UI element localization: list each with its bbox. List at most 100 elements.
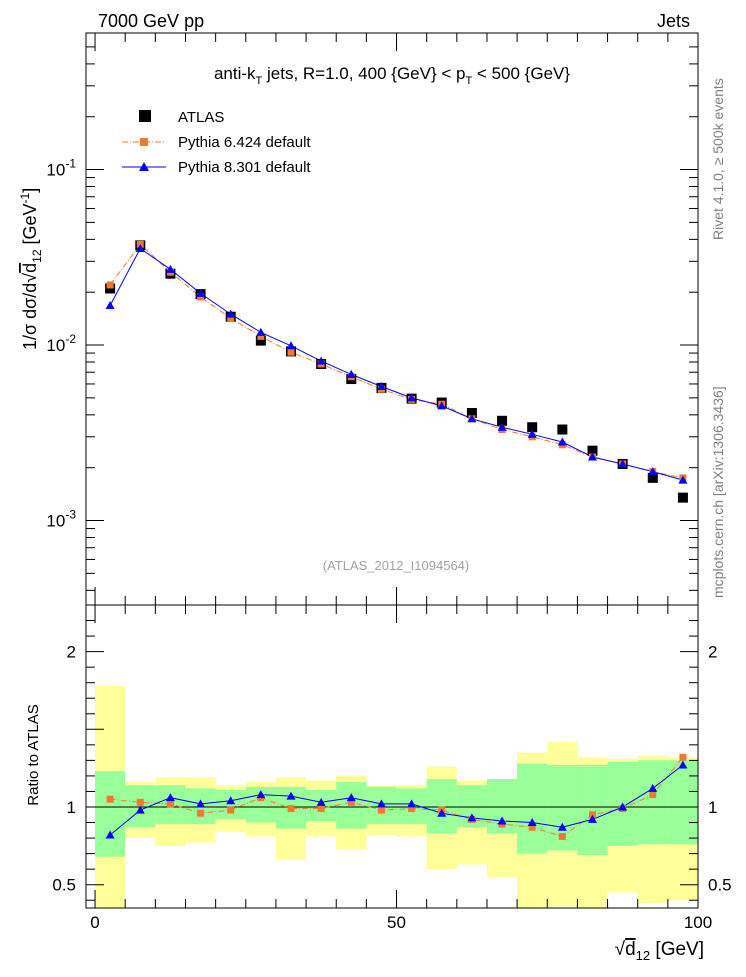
ratio-y-tick-label-right: 0.5 bbox=[708, 876, 732, 895]
ratio-pythia6-point bbox=[197, 809, 205, 817]
pythia6-point bbox=[227, 314, 235, 322]
ratio-pythia8-point bbox=[648, 783, 658, 792]
ratio-pythia8-point bbox=[557, 822, 567, 831]
x-tick-label: 50 bbox=[387, 913, 406, 932]
ratio-y-tick-label-right: 1 bbox=[708, 798, 717, 817]
ratio-pythia8-line bbox=[109, 764, 684, 836]
pythia8-point bbox=[165, 264, 175, 273]
ratio-pythia8-point bbox=[527, 818, 537, 827]
atlas-point bbox=[677, 492, 688, 503]
legend-marker-pythia8 bbox=[139, 162, 149, 171]
inner-band-bin bbox=[215, 789, 246, 820]
ratio-pythia8-point bbox=[618, 802, 628, 811]
inner-band-bin bbox=[95, 771, 126, 857]
atlas-point bbox=[255, 335, 266, 346]
ratio-pythia8-point bbox=[678, 760, 688, 769]
atlas-point bbox=[497, 415, 508, 426]
ratio-pythia8-point bbox=[316, 797, 326, 806]
legend-marker-pythia6 bbox=[140, 138, 148, 146]
pythia8-point bbox=[316, 356, 326, 365]
ratio-pythia6-point bbox=[317, 805, 325, 813]
energy-label: 7000 GeV pp bbox=[98, 11, 204, 31]
pythia8-point bbox=[497, 422, 507, 431]
x-tick-label: 0 bbox=[90, 913, 99, 932]
ratio-pythia6-point bbox=[347, 798, 355, 806]
ratio-frame bbox=[85, 604, 699, 909]
ratio-pythia8-point bbox=[587, 814, 597, 823]
pythia8-line bbox=[109, 247, 684, 481]
pythia8-point bbox=[196, 288, 206, 297]
pythia6-point bbox=[257, 332, 265, 340]
ratio-pythia6-point bbox=[377, 806, 385, 814]
pythia6-point bbox=[106, 281, 114, 289]
pythia8-point bbox=[467, 414, 477, 423]
ratio-pythia6-point bbox=[528, 823, 536, 831]
atlas-point bbox=[587, 445, 598, 456]
pythia8-point bbox=[256, 327, 266, 336]
ratio-pythia6-point bbox=[287, 805, 295, 813]
inner-band-bin bbox=[426, 779, 457, 834]
ratio-pythia8-point bbox=[165, 793, 175, 802]
ratio-axes: 0.5 0.5 1 1 2 2 0 50 100 bbox=[52, 604, 732, 932]
ratio-pythia6-point bbox=[588, 811, 596, 819]
pythia8-point bbox=[437, 401, 447, 410]
ratio-pythia6-point bbox=[649, 791, 657, 799]
inner-band-bin bbox=[577, 765, 608, 856]
ratio-pythia8-point bbox=[467, 813, 477, 822]
main-y-axis-label: 1/σ dσ/d√d12 [GeV-1] bbox=[18, 188, 44, 350]
pythia8-point bbox=[105, 300, 115, 309]
pythia8-point bbox=[135, 243, 145, 252]
pythia6-point bbox=[197, 293, 205, 301]
ratio-pythia8-point bbox=[407, 799, 417, 808]
ratio-pythia8-point bbox=[286, 791, 296, 800]
pythia8-point bbox=[557, 437, 567, 446]
ratio-pythia6-line bbox=[110, 756, 684, 838]
pythia8-point bbox=[346, 369, 356, 378]
legend: ATLAS Pythia 6.424 default Pythia 8.301 … bbox=[122, 109, 311, 176]
ratio-pythia8-point bbox=[226, 796, 236, 805]
ratio-pythia6-point bbox=[166, 800, 174, 808]
legend-label-atlas: ATLAS bbox=[178, 109, 224, 126]
process-label: Jets bbox=[657, 11, 690, 31]
legend-marker-atlas bbox=[139, 110, 151, 122]
legend-label-pythia8: Pythia 8.301 default bbox=[178, 159, 311, 176]
mcplots-label: mcplots.cern.ch [arXiv:1306.3436] bbox=[710, 386, 726, 598]
ratio-y-tick-label-left: 0.5 bbox=[52, 876, 76, 895]
atlas-point bbox=[527, 422, 538, 433]
ratio-pythia8-point bbox=[376, 799, 386, 808]
ratio-series-lines bbox=[109, 756, 684, 838]
pythia8-point bbox=[286, 341, 296, 350]
x-axis-label: √d12 [GeV] bbox=[615, 939, 704, 963]
ratio-y-tick-label-left: 1 bbox=[67, 798, 76, 817]
atlas-point bbox=[105, 283, 116, 294]
pythia8-point bbox=[587, 452, 597, 461]
atlas-point bbox=[557, 424, 568, 435]
main-y-tick-label: 10-3 bbox=[46, 508, 76, 531]
inner-band-bin bbox=[637, 760, 668, 845]
pythia8-point bbox=[648, 467, 658, 476]
ratio-pythia8-point bbox=[497, 816, 507, 825]
x-tick-label: 100 bbox=[684, 913, 712, 932]
ratio-pythia8-point bbox=[105, 830, 115, 839]
ratio-pythia8-point bbox=[196, 799, 206, 808]
ratio-pythia6-point bbox=[408, 805, 416, 813]
ratio-pythia8-point bbox=[437, 808, 447, 817]
ratio-pythia6-point bbox=[558, 833, 566, 841]
ratio-y-tick-label-right: 2 bbox=[708, 643, 717, 662]
ratio-pythia6-point bbox=[136, 798, 144, 806]
pythia8-point bbox=[376, 382, 386, 391]
main-y-tick-label: 10-2 bbox=[46, 332, 76, 355]
atlas-point bbox=[466, 407, 477, 418]
ratio-y-tick-label-left: 2 bbox=[67, 643, 76, 662]
inner-band-bin bbox=[667, 760, 698, 845]
ratio-pythia8-point bbox=[135, 805, 145, 814]
analysis-watermark: (ATLAS_2012_I1094564) bbox=[323, 558, 469, 573]
pythia8-point bbox=[226, 309, 236, 318]
ratio-pythia8-point bbox=[256, 790, 266, 799]
ratio-pythia8-point bbox=[346, 793, 356, 802]
chart-title: anti-kT jets, R=1.0, 400 {GeV} < pT < 50… bbox=[214, 64, 570, 87]
rivet-label: Rivet 4.1.0, ≥ 500k events bbox=[710, 78, 726, 240]
ratio-series-markers bbox=[105, 753, 688, 841]
